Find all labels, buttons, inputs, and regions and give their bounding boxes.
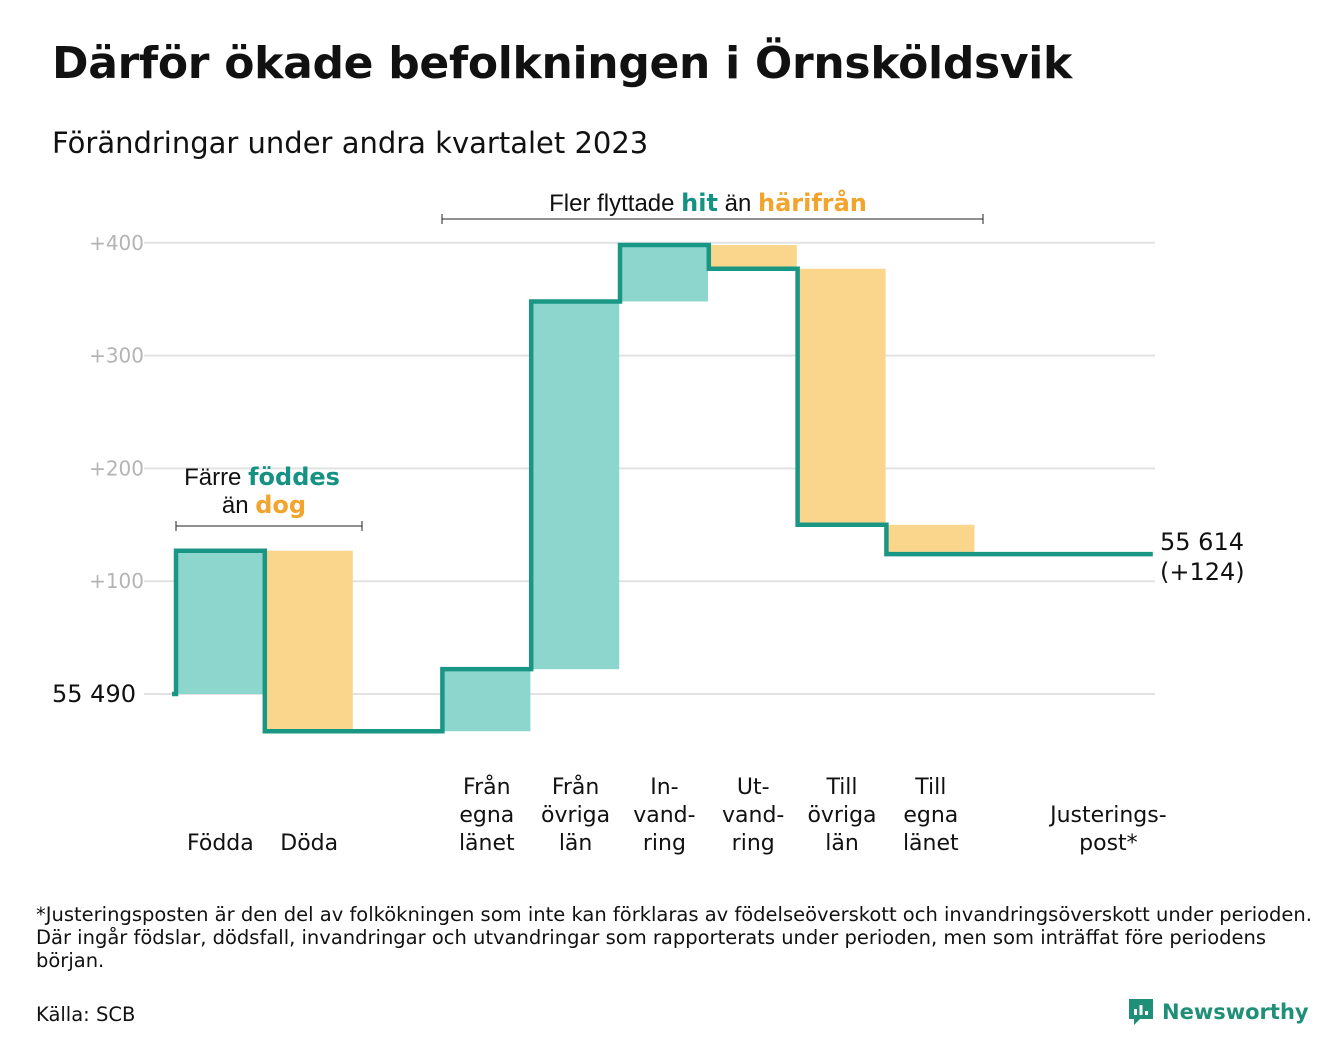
outflow-bar [797,268,886,525]
inflow-bar [531,301,620,670]
chart-subtitle: Förändringar under andra kvartalet 2023 [52,126,649,160]
category-label: post* [1079,831,1138,856]
newsworthy-logo-icon [1129,999,1153,1025]
brand: Newsworthy [1128,998,1309,1026]
category-label: övriga [541,803,610,828]
end-change-label: (+124) [1160,558,1245,586]
chart-title: Därför ökade befolkningen i Örnsköldsvik [52,38,1073,89]
category-label: Ut- [737,775,770,800]
category-labels: Födda Döda Från egna länet Från övriga län In-va… [187,774,1167,856]
y-tick-label: +100 [89,569,144,593]
y-tick-label: +400 [89,231,144,255]
y-tick-label: +300 [89,344,144,368]
category-label: länet [459,831,515,856]
category-label: övriga [807,803,876,828]
category-label: Födda [187,831,254,856]
brand-name: Newsworthy [1162,1000,1309,1024]
category-label: Från [552,774,600,800]
outflow-bar [264,550,353,732]
category-label: egna [459,803,514,828]
inflow-bar [176,550,264,694]
end-value-label: 55 614 [1160,528,1244,556]
category-label: egna [903,803,958,828]
births-annotation-line1: Färre föddes [184,463,340,491]
category-label: län [559,831,593,856]
category-label: ring [643,831,686,856]
y-tick-label: +200 [89,456,144,480]
annotations: Färre föddes än dog Fler flyttade hit än… [175,188,984,531]
outflow-bar [708,245,797,269]
y-axis-ticks: +100 +200 +300 +400 [89,231,144,593]
category-label: Justerings- [1048,803,1167,828]
category-label: län [825,831,859,856]
outflow-bar [886,524,975,555]
category-label: Till [914,775,946,800]
category-label: Till [825,775,857,800]
source-label: Källa: SCB [36,1003,136,1026]
bars [176,245,975,732]
category-label: ring [732,831,775,856]
waterfall-chart: +100 +200 +300 +400 Färre föddes än dog Fle… [52,188,1245,856]
footnote: *Justeringsposten är den del av folkökni… [36,903,1312,972]
category-label: länet [903,831,959,856]
start-value-label: 55 490 [52,680,136,708]
category-label: Från [463,774,511,800]
inflow-bar [442,669,531,732]
migration-annotation: Fler flyttade hit än härifrån [549,188,867,217]
category-label: vand- [633,803,695,828]
category-label: Döda [280,831,338,856]
category-label: In- [650,775,678,800]
births-annotation-line2: än dog [222,491,306,519]
category-label: vand- [722,803,784,828]
cumulative-step-line [172,242,1153,734]
inflow-bar [620,245,708,302]
